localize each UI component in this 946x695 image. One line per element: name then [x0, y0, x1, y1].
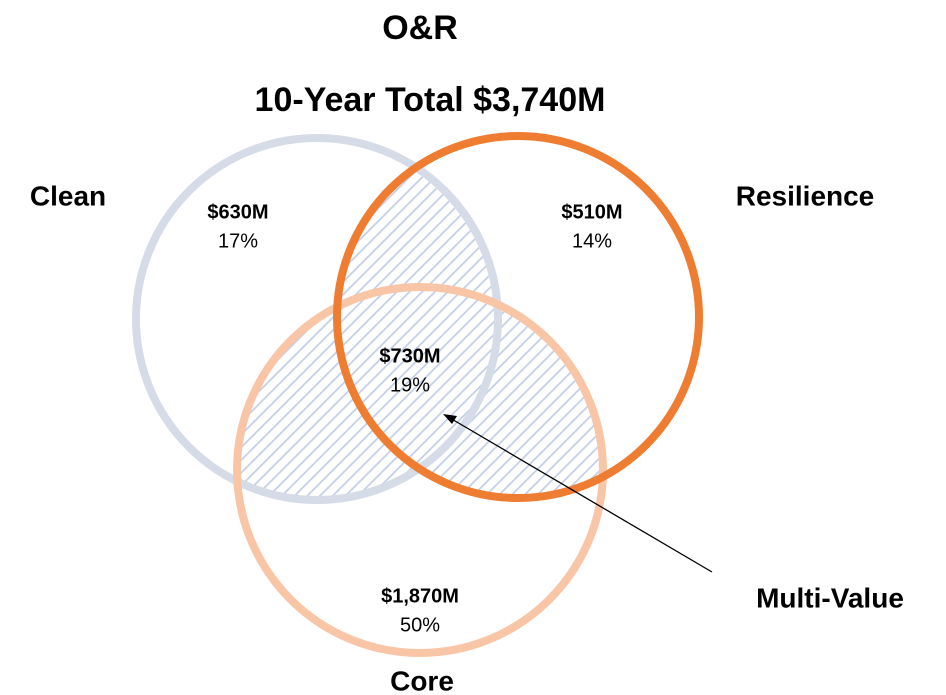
- region-amount: $630M: [207, 201, 268, 223]
- region-amount: $1,870M: [381, 585, 459, 607]
- subtitle: 10-Year Total $3,740M: [255, 81, 606, 119]
- region-amount: $730M: [379, 345, 440, 367]
- region-share: 17%: [218, 230, 258, 252]
- region-amount: $510M: [561, 201, 622, 223]
- arrow-head: [443, 414, 457, 424]
- region-share: 50%: [400, 614, 440, 636]
- annotation-arrow: [449, 417, 713, 573]
- set-label: Core: [390, 665, 454, 695]
- resilience-circle: [333, 132, 703, 502]
- core-circle: [233, 283, 607, 657]
- title: O&R: [382, 9, 458, 47]
- set-label: Clean: [30, 180, 106, 211]
- set-label: Resilience: [736, 180, 875, 211]
- clean-circle: [132, 134, 502, 504]
- region-share: 14%: [572, 230, 612, 252]
- annotation: Multi-Value: [756, 582, 904, 613]
- region-share: 19%: [390, 374, 430, 396]
